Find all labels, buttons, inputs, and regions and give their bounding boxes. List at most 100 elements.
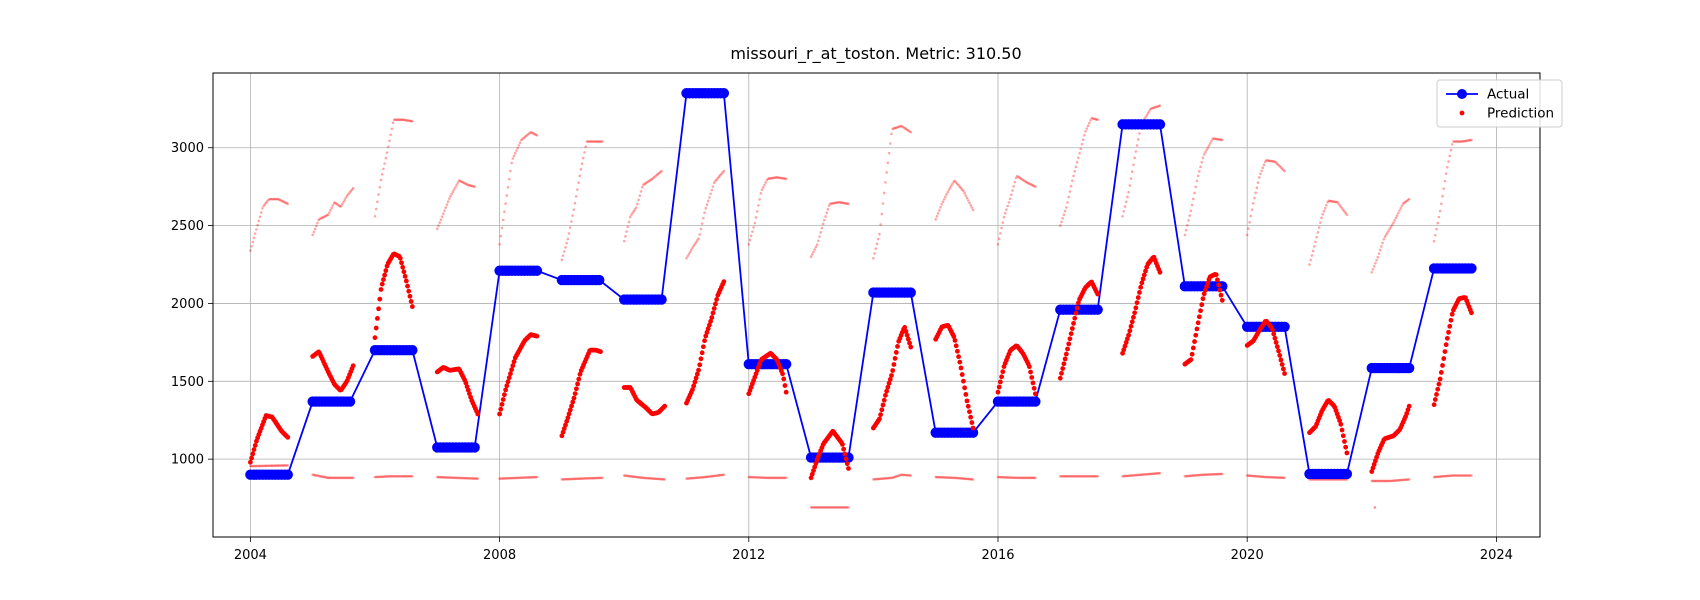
prediction-lower-point	[969, 477, 972, 481]
prediction-point	[710, 310, 716, 316]
prediction-lower-point	[940, 476, 944, 479]
prediction-upper-point	[996, 242, 1000, 246]
prediction-upper-point	[584, 145, 588, 149]
prediction-lower-point	[833, 506, 837, 509]
prediction-point	[401, 269, 407, 275]
prediction-upper-point	[403, 118, 407, 122]
prediction-lower-point	[1452, 474, 1455, 477]
prediction-upper-point	[637, 198, 640, 202]
prediction-upper-point	[568, 226, 572, 229]
prediction-upper-point	[565, 241, 568, 245]
prediction-upper-point	[564, 246, 567, 249]
prediction-lower-point	[818, 506, 821, 509]
prediction-point	[1139, 280, 1145, 286]
prediction-upper-point	[874, 247, 878, 250]
prediction-upper-point	[817, 239, 820, 243]
prediction-upper-point	[1253, 196, 1256, 200]
prediction-point	[1204, 284, 1209, 290]
prediction-lower-point	[468, 477, 471, 480]
prediction-upper-point	[936, 212, 940, 215]
prediction-lower-point	[901, 473, 904, 477]
prediction-lower-point	[1067, 474, 1071, 478]
prediction-upper-point	[881, 202, 885, 205]
prediction-lower-point	[576, 477, 579, 481]
prediction-lower-point	[1012, 476, 1015, 480]
prediction-lower-point	[570, 477, 573, 481]
prediction-lower-point	[279, 464, 282, 467]
prediction-point	[1200, 296, 1206, 302]
prediction-lower-point	[819, 506, 823, 509]
prediction-upper-point	[1034, 185, 1037, 188]
prediction-point	[499, 401, 505, 407]
prediction-lower-point	[758, 476, 761, 479]
prediction-point	[895, 343, 900, 349]
prediction-lower-point	[692, 476, 696, 480]
prediction-lower-point	[585, 477, 589, 480]
prediction-upper-point	[938, 209, 941, 212]
prediction-lower-point	[590, 476, 593, 480]
prediction-point	[566, 411, 572, 417]
prediction-upper-point	[878, 232, 881, 236]
prediction-upper-point	[1132, 163, 1135, 167]
prediction-upper-point	[457, 179, 461, 182]
prediction-lower-point	[438, 475, 441, 479]
prediction-lower-point	[592, 476, 596, 480]
prediction-lower-point	[1075, 474, 1079, 478]
prediction-upper-point	[778, 176, 782, 180]
prediction-lower-point	[847, 506, 850, 509]
prediction-point	[564, 418, 570, 424]
prediction-upper-point	[312, 230, 316, 234]
prediction-upper-point	[1003, 211, 1007, 215]
prediction-upper-point	[1019, 177, 1023, 180]
prediction-upper-point	[1198, 170, 1201, 173]
prediction-lower-point	[501, 477, 505, 480]
prediction-point	[1061, 361, 1067, 367]
prediction-lower-point	[265, 464, 269, 468]
prediction-point	[378, 287, 384, 292]
prediction-lower-point	[383, 475, 386, 478]
prediction-upper-point	[760, 188, 764, 192]
prediction-point	[997, 379, 1003, 385]
prediction-upper-point	[1210, 139, 1213, 143]
prediction-upper-point	[1026, 181, 1030, 185]
prediction-upper-point	[408, 119, 412, 123]
prediction-upper-point	[599, 140, 603, 143]
prediction-point	[1342, 439, 1347, 444]
prediction-upper-point	[446, 200, 450, 203]
prediction-lower-point	[776, 476, 780, 480]
prediction-lower-point	[662, 478, 665, 481]
prediction-lower-point	[1157, 471, 1161, 475]
prediction-lower-point	[528, 476, 532, 479]
prediction-upper-point	[580, 162, 584, 165]
prediction-upper-point	[651, 176, 655, 180]
prediction-upper-point	[273, 197, 276, 201]
prediction-lower-point	[781, 476, 784, 480]
prediction-upper-point	[882, 191, 886, 195]
prediction-upper-point	[1267, 159, 1271, 162]
y-tick-label: 1000	[171, 453, 204, 468]
prediction-lower-point	[1134, 473, 1138, 477]
prediction-upper-point	[1072, 174, 1075, 178]
prediction-upper-point	[566, 237, 570, 241]
prediction-upper-point	[1465, 139, 1468, 143]
prediction-upper-point	[1254, 191, 1257, 195]
prediction-point	[1121, 347, 1127, 353]
prediction-upper-point	[396, 118, 400, 122]
prediction-lower-point	[396, 474, 400, 478]
prediction-upper-point	[249, 249, 252, 252]
prediction-upper-point	[1344, 211, 1347, 215]
prediction-upper-point	[1086, 124, 1090, 128]
prediction-point	[573, 386, 579, 392]
prediction-upper-point	[572, 208, 576, 211]
prediction-lower-point	[1019, 476, 1023, 480]
prediction-point	[886, 380, 892, 386]
prediction-lower-point	[1260, 475, 1263, 479]
prediction-upper-point	[1321, 212, 1325, 216]
prediction-upper-point	[382, 167, 385, 171]
prediction-lower-point	[311, 473, 314, 477]
prediction-lower-point	[1404, 478, 1407, 481]
prediction-point	[1216, 282, 1222, 288]
prediction-lower-point	[1135, 473, 1139, 477]
prediction-upper-point	[351, 186, 355, 190]
prediction-upper-point	[1214, 137, 1218, 141]
